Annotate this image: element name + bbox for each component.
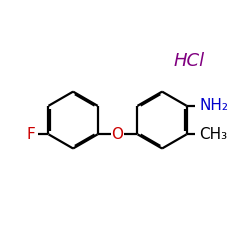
- Text: O: O: [112, 127, 124, 142]
- Text: F: F: [26, 127, 35, 142]
- Text: HCl: HCl: [174, 52, 205, 70]
- Text: CH₃: CH₃: [199, 127, 227, 142]
- Text: NH₂: NH₂: [199, 98, 228, 113]
